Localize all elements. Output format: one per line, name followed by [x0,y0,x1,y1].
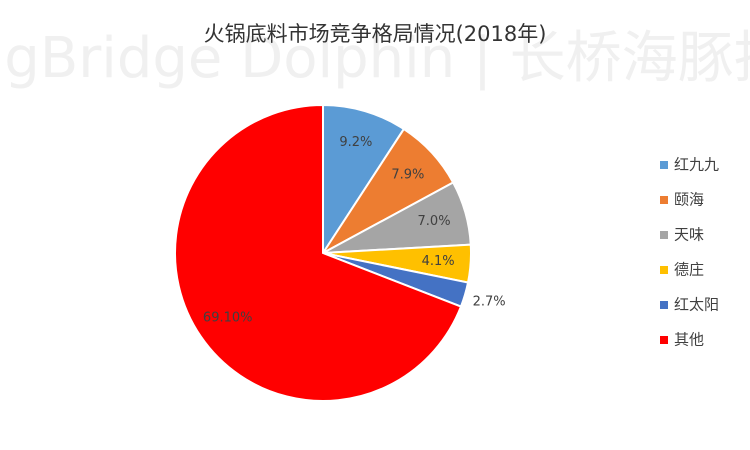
data-label: 69.10% [203,311,253,326]
legend-swatch [660,196,668,204]
pie-slice [174,103,463,402]
legend-swatch [660,161,668,169]
legend-label: 红太阳 [674,296,719,314]
legend-swatch [660,266,668,274]
data-label: 9.2% [339,135,372,150]
chart-title: 火锅底料市场竞争格局情况(2018年) [204,22,547,46]
watermark: LongBridge Dolphin | 长桥海豚投研 [0,26,750,91]
legend-swatch [660,301,668,309]
legend-label: 红九九 [674,156,719,174]
legend-label: 天味 [674,226,704,244]
legend-label: 其他 [674,331,704,349]
pie-slice [322,103,406,257]
legend-label: 颐海 [674,191,704,209]
legend-label: 德庄 [674,261,704,279]
legend-swatch [660,231,668,239]
data-label: 2.7% [473,294,506,309]
data-label: 7.0% [418,214,451,229]
data-label: 7.9% [391,167,424,182]
legend-swatch [660,336,668,344]
data-label: 4.1% [422,254,455,269]
